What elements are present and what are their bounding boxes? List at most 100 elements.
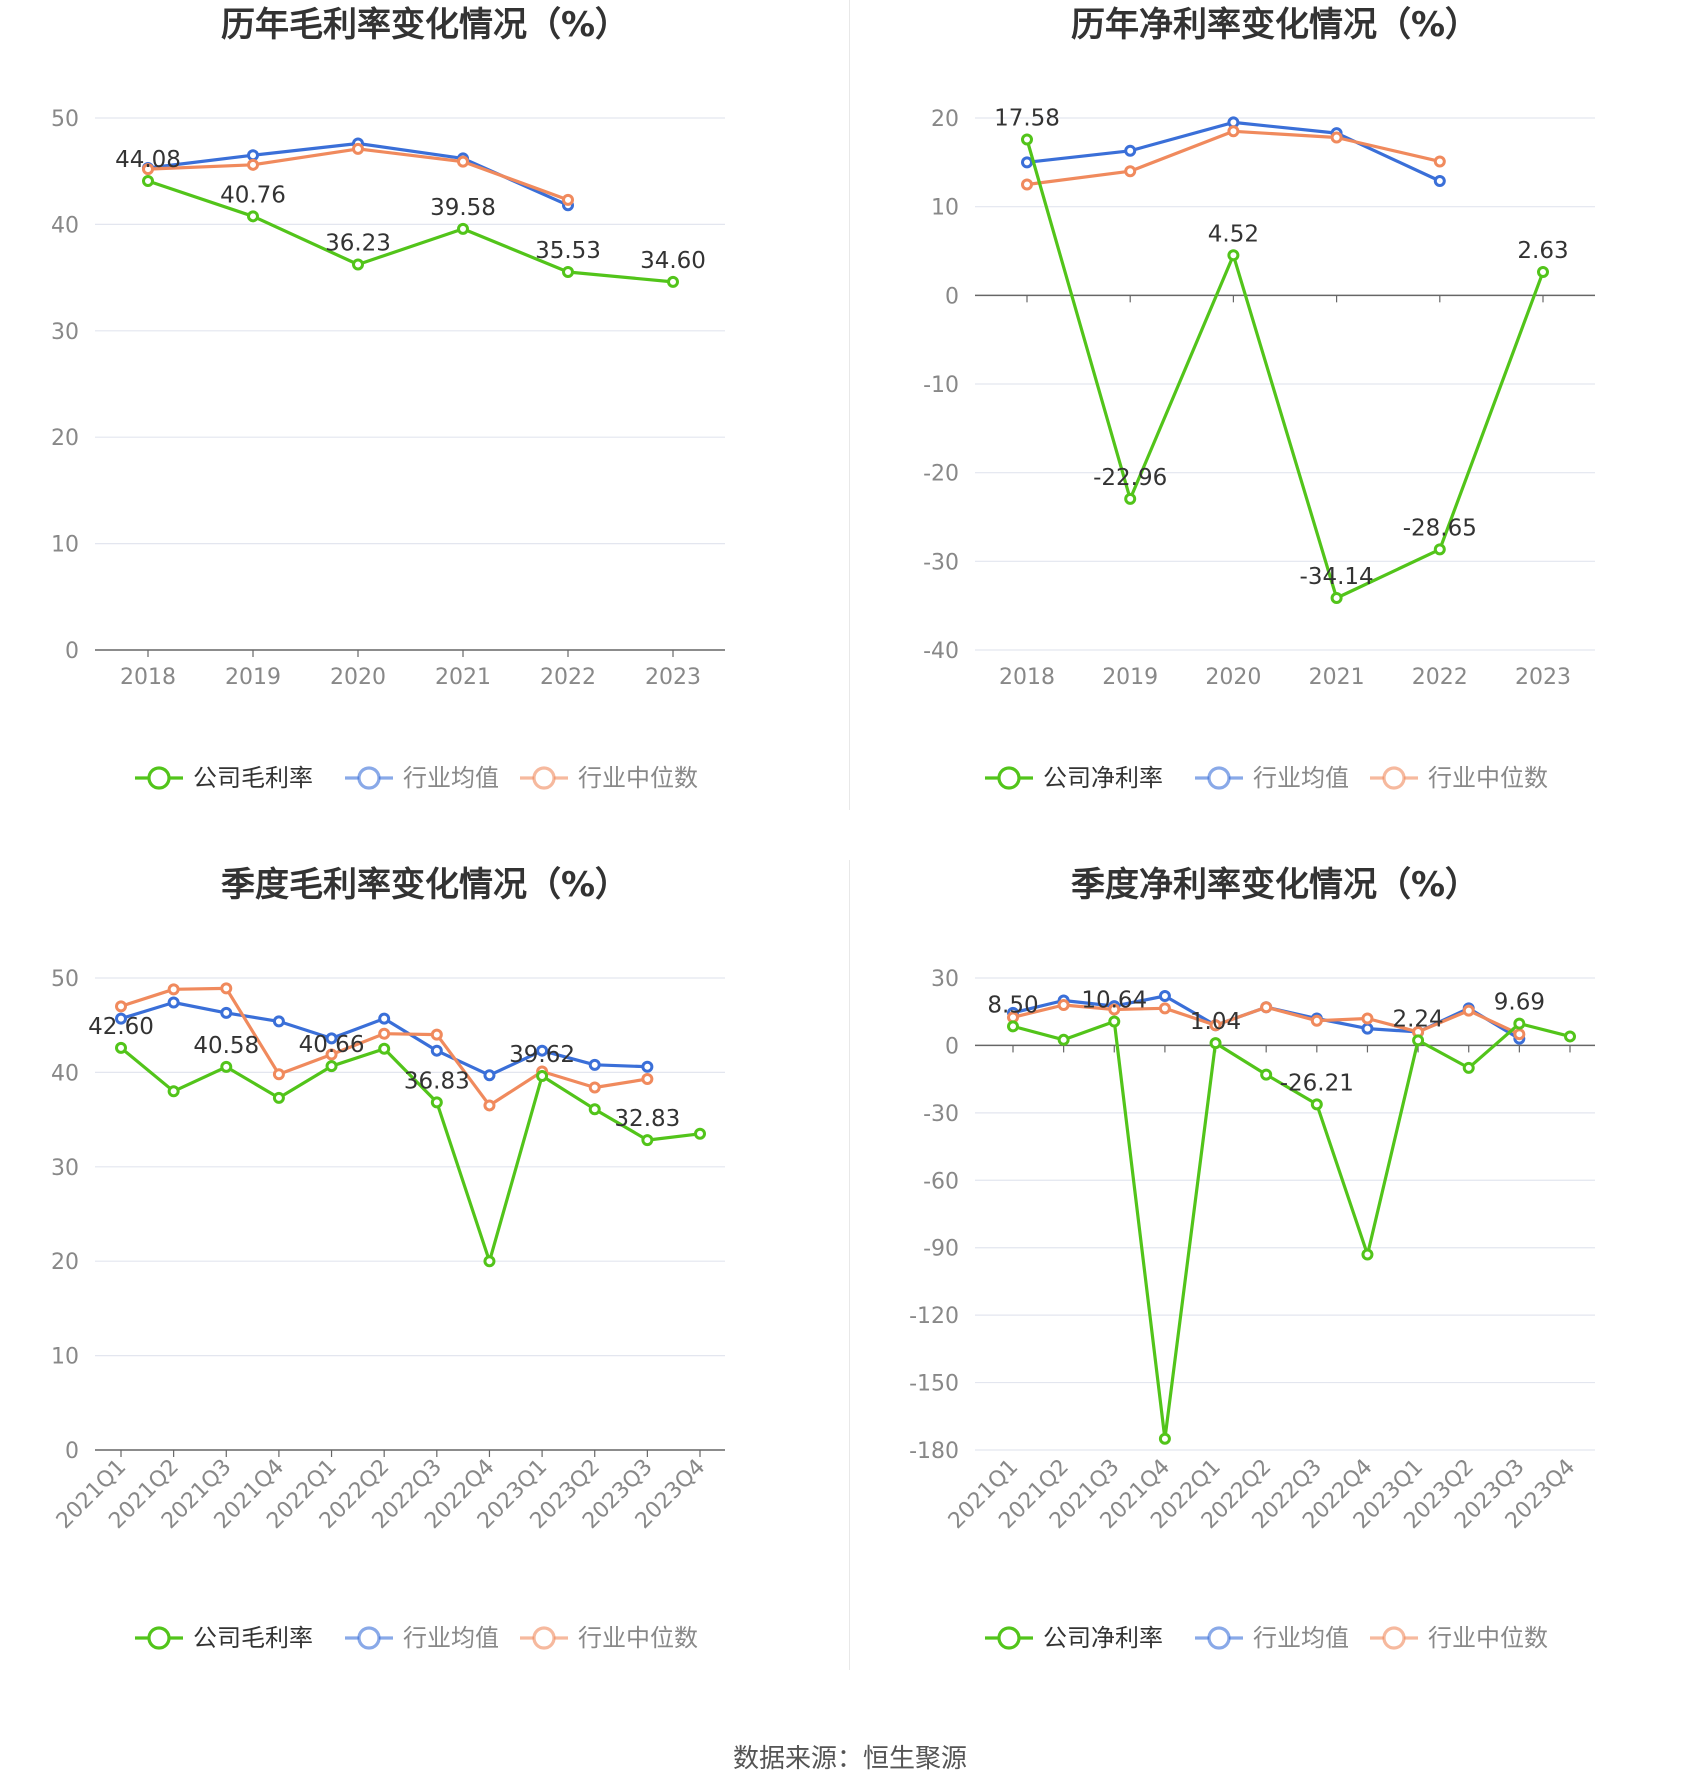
data-point	[115, 1041, 127, 1054]
chart-panel-annual-net: 历年净利率变化情况（%） -40 -30 -20 -10 0 10 20 2018 2019 202…	[850, 0, 1700, 860]
divider-top	[849, 0, 850, 810]
data-label: 32.83	[614, 1106, 680, 1132]
data-point	[167, 996, 180, 1009]
legend-swatch-marker	[532, 1626, 556, 1650]
data-label: 42.60	[88, 1014, 154, 1040]
legend-swatch-marker	[1382, 1626, 1406, 1650]
y-tick-label: -180	[909, 1439, 959, 1464]
source-note: 数据来源：恒生聚源	[732, 1744, 967, 1774]
legend-item: 行业中位数	[1370, 764, 1548, 792]
y-tick-label: 20	[51, 426, 79, 451]
data-point	[483, 1069, 496, 1082]
x-tick-label: 2020	[1205, 665, 1261, 690]
data-point	[1108, 1015, 1121, 1028]
data-label: -34.14	[1300, 564, 1374, 590]
data-label: 44.08	[115, 147, 181, 173]
data-point	[247, 210, 259, 223]
data-label: 10.64	[1081, 988, 1147, 1014]
data-point	[1412, 1034, 1425, 1047]
data-point	[641, 1073, 654, 1086]
data-point	[1513, 1017, 1526, 1030]
data-label: 40.76	[220, 182, 286, 208]
data-point	[536, 1044, 549, 1057]
divider-bottom	[849, 860, 850, 1670]
x-tick-label: 2019	[225, 665, 281, 690]
legend-label: 行业均值	[403, 1624, 499, 1652]
data-point	[1057, 998, 1070, 1011]
legend-label: 行业中位数	[578, 764, 698, 792]
data-point	[247, 149, 259, 162]
legend-swatch-marker	[1207, 766, 1231, 790]
y-tick-label: 50	[51, 107, 79, 132]
data-point	[1021, 133, 1033, 146]
chart-title: 季度净利率变化情况（%）	[1071, 865, 1479, 905]
y-tick-label: -150	[909, 1372, 959, 1397]
data-label: -26.21	[1280, 1070, 1354, 1096]
y-tick-label: -30	[923, 1102, 959, 1127]
chart-title: 历年净利率变化情况（%）	[1071, 5, 1479, 45]
data-point	[1158, 1002, 1171, 1015]
data-point	[1310, 1014, 1323, 1027]
data-label: -22.96	[1093, 465, 1167, 491]
data-point	[1021, 178, 1033, 191]
data-point	[1433, 155, 1446, 168]
data-label: 36.83	[404, 1068, 470, 1094]
data-point	[1209, 1019, 1222, 1032]
legend-label: 行业均值	[403, 764, 499, 792]
x-tick-label: 2018	[999, 665, 1055, 690]
data-point	[115, 1000, 127, 1013]
data-label: 36.23	[325, 231, 391, 257]
data-point	[220, 1060, 233, 1073]
legend-swatch-marker	[997, 1626, 1021, 1650]
data-label: 2.63	[1517, 238, 1568, 264]
x-tick-label: 2021	[1309, 665, 1365, 690]
y-tick-label: -120	[909, 1304, 959, 1329]
data-label: 17.58	[994, 105, 1060, 131]
data-point	[667, 275, 679, 288]
data-point	[1462, 1061, 1475, 1074]
data-point	[352, 258, 364, 271]
legend-item: 公司净利率	[985, 1624, 1163, 1652]
y-tick-label: 20	[51, 1250, 79, 1275]
y-tick-label: 50	[51, 967, 79, 992]
chart-title: 季度毛利率变化情况（%）	[221, 865, 629, 905]
data-label: 39.58	[430, 195, 496, 221]
legend-item: 行业中位数	[1370, 1624, 1548, 1652]
legend-item: 公司净利率	[985, 764, 1163, 792]
y-tick-label: 10	[931, 196, 959, 221]
data-point	[1227, 125, 1240, 138]
data-point	[1564, 1030, 1576, 1043]
chart-title: 历年毛利率变化情况（%）	[221, 5, 629, 45]
legend-item: 行业均值	[1195, 764, 1349, 792]
x-tick-label: 2020	[330, 665, 386, 690]
legend-label: 公司净利率	[1043, 1624, 1163, 1652]
data-point	[430, 1096, 443, 1109]
data-point	[1310, 1098, 1323, 1111]
legend-label: 行业均值	[1253, 1624, 1349, 1652]
x-tick-label: 2018	[120, 665, 176, 690]
data-point	[641, 1060, 654, 1073]
data-point	[588, 1103, 601, 1116]
y-tick-label: 30	[931, 967, 959, 992]
quarter-net-chart: 季度净利率变化情况（%）-180-150-120-90-60-300302021…	[909, 865, 1595, 1652]
legend-label: 行业中位数	[578, 1624, 698, 1652]
y-tick-label: 0	[65, 639, 79, 664]
data-point	[1124, 165, 1137, 178]
series-line	[1026, 129, 1441, 187]
legend-label: 公司毛利率	[193, 764, 313, 792]
data-point	[1007, 1020, 1019, 1033]
legend-label: 行业中位数	[1428, 764, 1548, 792]
y-tick-label: 0	[65, 1439, 79, 1464]
legend-swatch-marker	[1382, 766, 1406, 790]
data-point	[1462, 1004, 1475, 1017]
x-tick-label: 2022	[1412, 665, 1468, 690]
y-tick-label: 30	[51, 320, 79, 345]
x-tick-label: 2019	[1102, 665, 1158, 690]
data-label: 8.50	[987, 992, 1038, 1018]
legend-item: 行业中位数	[520, 764, 698, 792]
legend-item: 行业均值	[345, 764, 499, 792]
data-point	[483, 1099, 496, 1112]
data-point	[167, 983, 180, 996]
annual-net-chart: 历年净利率变化情况（%） -40 -30 -20 -10 0 10 20 2018 2019 202…	[923, 5, 1595, 792]
chart-panel-quarter-net: 季度净利率变化情况（%） -180 -150 -120 -90 -60 -30 0 30 2021…	[850, 860, 1700, 1720]
